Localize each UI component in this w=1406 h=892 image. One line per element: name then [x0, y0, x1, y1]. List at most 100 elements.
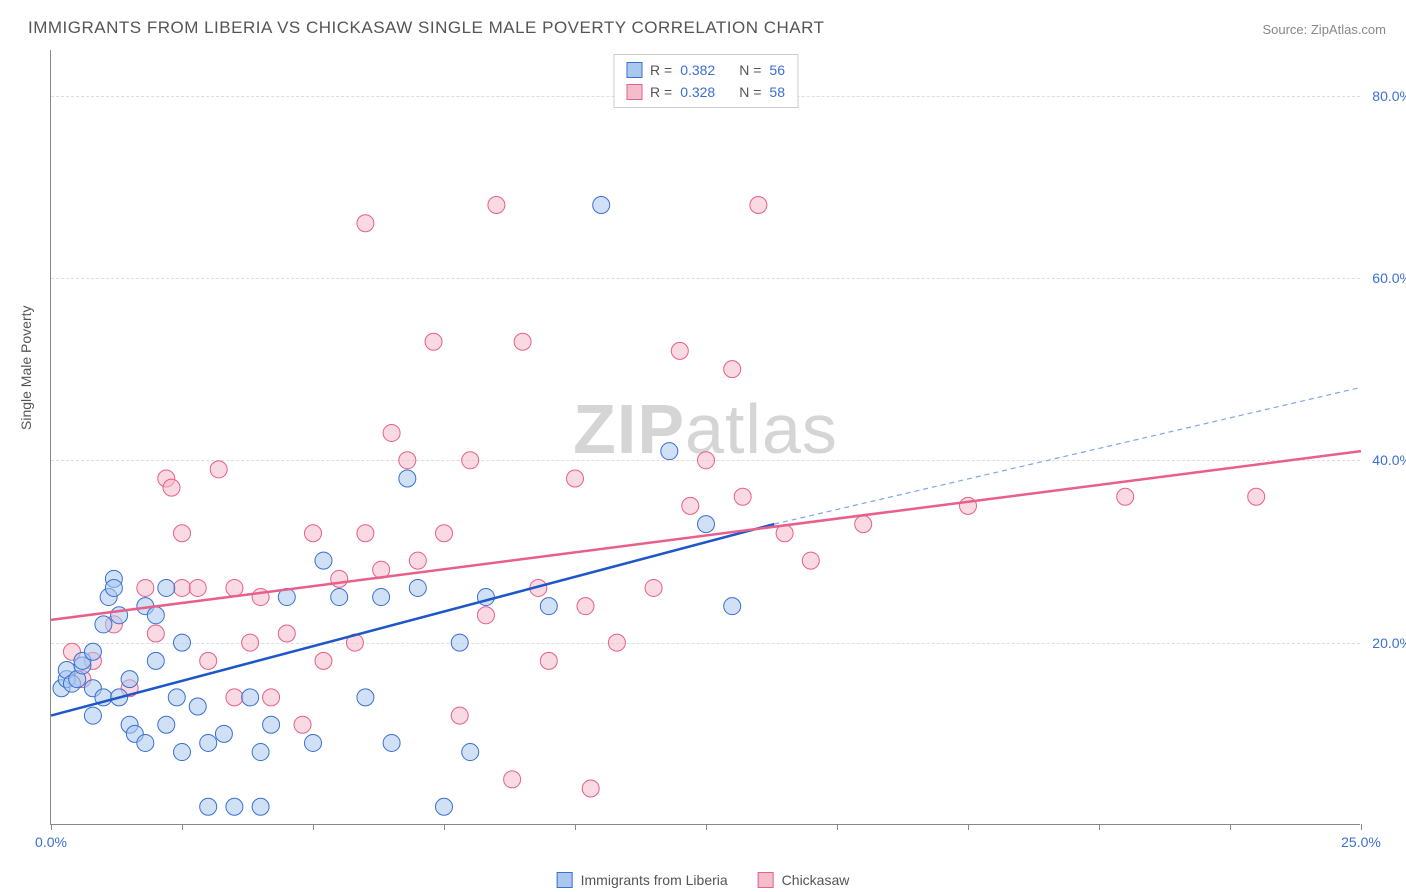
legend-series: Immigrants from Liberia Chickasaw: [557, 872, 850, 888]
x-tick: [182, 824, 183, 830]
scatter-point: [724, 598, 741, 615]
scatter-point: [263, 689, 280, 706]
scatter-point: [189, 579, 206, 596]
scatter-point: [252, 744, 269, 761]
scatter-point: [577, 598, 594, 615]
scatter-point: [671, 342, 688, 359]
y-tick-label: 60.0%: [1364, 270, 1406, 286]
scatter-point: [357, 525, 374, 542]
x-tick-label: 0.0%: [35, 834, 67, 850]
scatter-point: [373, 589, 390, 606]
scatter-point: [305, 734, 322, 751]
scatter-point: [608, 634, 625, 651]
source-attribution: Source: ZipAtlas.com: [1262, 22, 1386, 37]
scatter-point: [200, 734, 217, 751]
scatter-point: [147, 625, 164, 642]
trend-line: [51, 451, 1361, 620]
scatter-point: [147, 607, 164, 624]
scatter-point: [734, 488, 751, 505]
y-tick-label: 40.0%: [1364, 452, 1406, 468]
scatter-point: [331, 589, 348, 606]
scatter-point: [158, 579, 175, 596]
scatter-point: [540, 652, 557, 669]
x-tick: [444, 824, 445, 830]
scatter-point: [582, 780, 599, 797]
scatter-point: [189, 698, 206, 715]
scatter-point: [399, 452, 416, 469]
x-tick: [1099, 824, 1100, 830]
legend-n-value-2: 58: [769, 81, 785, 103]
scatter-point: [137, 579, 154, 596]
legend-swatch-liberia: [557, 872, 573, 888]
scatter-svg: [51, 50, 1360, 824]
legend-swatch-chickasaw: [626, 84, 642, 100]
x-tick: [837, 824, 838, 830]
scatter-point: [174, 579, 191, 596]
legend-stats-row-1: R = 0.382 N = 56: [626, 59, 785, 81]
x-tick: [1230, 824, 1231, 830]
scatter-point: [488, 197, 505, 214]
scatter-point: [514, 333, 531, 350]
scatter-point: [168, 689, 185, 706]
scatter-point: [95, 616, 112, 633]
scatter-point: [200, 652, 217, 669]
x-tick: [51, 824, 52, 830]
x-tick: [575, 824, 576, 830]
scatter-point: [263, 716, 280, 733]
scatter-point: [682, 497, 699, 514]
scatter-point: [278, 625, 295, 642]
scatter-point: [84, 643, 101, 660]
legend-item-chickasaw: Chickasaw: [758, 872, 850, 888]
scatter-point: [504, 771, 521, 788]
scatter-point: [158, 716, 175, 733]
scatter-point: [462, 452, 479, 469]
scatter-point: [698, 452, 715, 469]
legend-r-value-1: 0.382: [680, 59, 715, 81]
chart-plot-area: ZIPatlas R = 0.382 N = 56 R = 0.328 N = …: [50, 50, 1360, 825]
scatter-point: [242, 634, 259, 651]
scatter-point: [215, 725, 232, 742]
legend-n-value-1: 56: [769, 59, 785, 81]
scatter-point: [357, 689, 374, 706]
scatter-point: [226, 689, 243, 706]
x-tick: [1361, 824, 1362, 830]
scatter-point: [315, 652, 332, 669]
scatter-point: [105, 579, 122, 596]
legend-n-label: N =: [739, 81, 761, 103]
scatter-point: [409, 552, 426, 569]
scatter-point: [174, 744, 191, 761]
legend-stats: R = 0.382 N = 56 R = 0.328 N = 58: [613, 54, 798, 108]
scatter-point: [750, 197, 767, 214]
scatter-point: [383, 734, 400, 751]
y-tick-label: 20.0%: [1364, 635, 1406, 651]
legend-label-chickasaw: Chickasaw: [782, 872, 850, 888]
scatter-point: [315, 552, 332, 569]
scatter-point: [383, 424, 400, 441]
scatter-point: [252, 798, 269, 815]
legend-swatch-liberia: [626, 62, 642, 78]
scatter-point: [436, 798, 453, 815]
scatter-point: [1117, 488, 1134, 505]
scatter-point: [540, 598, 557, 615]
y-tick-label: 80.0%: [1364, 88, 1406, 104]
scatter-point: [409, 579, 426, 596]
legend-r-label: R =: [650, 59, 672, 81]
scatter-point: [451, 634, 468, 651]
scatter-point: [226, 579, 243, 596]
scatter-point: [451, 707, 468, 724]
scatter-point: [425, 333, 442, 350]
scatter-point: [174, 634, 191, 651]
scatter-point: [210, 461, 227, 478]
scatter-point: [147, 652, 164, 669]
y-axis-label: Single Male Poverty: [18, 305, 34, 430]
x-tick: [706, 824, 707, 830]
scatter-point: [462, 744, 479, 761]
x-tick-label: 25.0%: [1341, 834, 1381, 850]
source-name: ZipAtlas.com: [1311, 22, 1386, 37]
source-prefix: Source:: [1262, 22, 1310, 37]
scatter-point: [357, 215, 374, 232]
scatter-point: [200, 798, 217, 815]
scatter-point: [399, 470, 416, 487]
legend-r-value-2: 0.328: [680, 81, 715, 103]
legend-r-label: R =: [650, 81, 672, 103]
